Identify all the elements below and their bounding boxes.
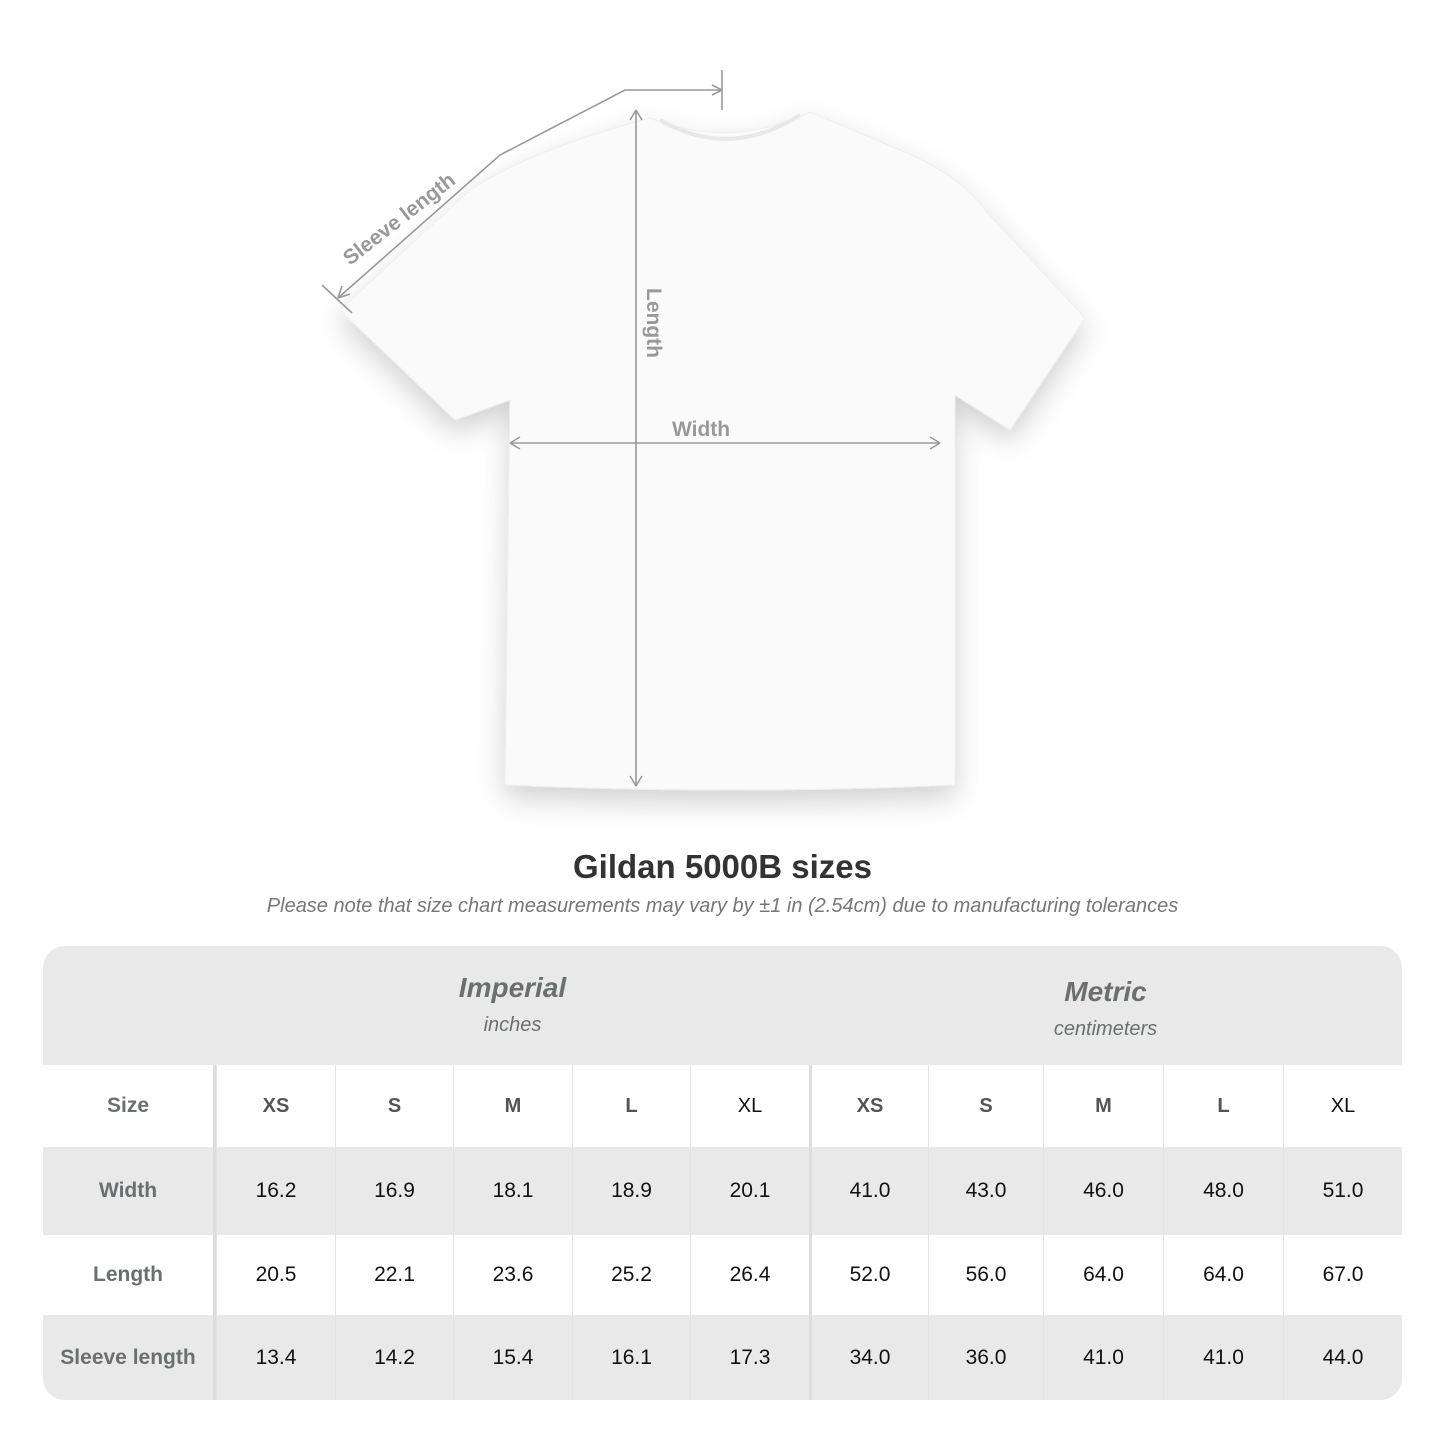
value-cell: 18.9 — [572, 1147, 690, 1235]
row-label: Size — [43, 1065, 216, 1147]
length-label: Length — [642, 288, 665, 358]
size-header-cell: L — [1163, 1065, 1283, 1147]
metric-unit: centimeters — [1053, 1018, 1158, 1040]
value-cell: 16.1 — [572, 1315, 690, 1400]
size-header-cell: XS — [809, 1065, 928, 1147]
size-header-cell: S — [928, 1065, 1043, 1147]
row-label: Sleeve length — [43, 1315, 216, 1400]
value-cell: 52.0 — [809, 1235, 928, 1315]
measure-lines — [321, 70, 941, 787]
value-cell: 14.2 — [335, 1315, 453, 1400]
size-table: Imperial inches Metric centimeters Size X… — [43, 946, 1402, 1400]
tolerance-note: Please note that size chart measurements… — [266, 895, 1179, 917]
size-header-cell: XL — [690, 1065, 809, 1147]
imperial-header: Imperial inches — [216, 946, 809, 1065]
size-header-cell: S — [335, 1065, 453, 1147]
table-row: Width 16.2 16.9 18.1 18.9 20.1 41.0 43.0 46.0 48.… — [43, 1147, 1402, 1235]
value-cell: 51.0 — [1283, 1147, 1402, 1235]
value-cell: 16.2 — [216, 1147, 335, 1235]
table-row: Sleeve length 13.4 14.2 15.4 16.1 17.3 34.0 36.… — [43, 1315, 1402, 1400]
value-cell: 17.3 — [690, 1315, 809, 1400]
value-cell: 15.4 — [453, 1315, 572, 1400]
value-cell: 18.1 — [453, 1147, 572, 1235]
value-cell: 20.5 — [216, 1235, 335, 1315]
value-cell: 34.0 — [809, 1315, 928, 1400]
size-header-cell: XL — [1283, 1065, 1402, 1147]
value-cell: 56.0 — [928, 1235, 1043, 1315]
value-cell: 44.0 — [1283, 1315, 1402, 1400]
size-header-cell: L — [572, 1065, 690, 1147]
value-cell: 64.0 — [1043, 1235, 1163, 1315]
value-cell: 25.2 — [572, 1235, 690, 1315]
value-cell: 36.0 — [928, 1315, 1043, 1400]
table-row: Length 20.5 22.1 23.6 25.2 26.4 52.0 56.0 64.0 64… — [43, 1235, 1402, 1315]
value-cell: 67.0 — [1283, 1235, 1402, 1315]
imperial-label: Imperial — [458, 972, 567, 1003]
value-cell: 48.0 — [1163, 1147, 1283, 1235]
value-cell: 41.0 — [1043, 1315, 1163, 1400]
value-cell: 46.0 — [1043, 1147, 1163, 1235]
metric-header: Metric centimeters — [809, 946, 1402, 1065]
size-header-cell: M — [453, 1065, 572, 1147]
value-cell: 22.1 — [335, 1235, 453, 1315]
value-cell: 13.4 — [216, 1315, 335, 1400]
value-cell: 41.0 — [809, 1147, 928, 1235]
value-cell: 20.1 — [690, 1147, 809, 1235]
value-cell: 16.9 — [335, 1147, 453, 1235]
imperial-unit: inches — [483, 1014, 542, 1036]
value-cell: 43.0 — [928, 1147, 1043, 1235]
row-label: Width — [43, 1147, 216, 1235]
size-header-cell: M — [1043, 1065, 1163, 1147]
tshirt-shape — [339, 111, 1086, 791]
value-cell: 26.4 — [690, 1235, 809, 1315]
value-cell: 64.0 — [1163, 1235, 1283, 1315]
row-label: Length — [43, 1235, 216, 1315]
tshirt-diagram: Sleeve length Length Width — [321, 70, 1086, 791]
page-title: Gildan 5000B sizes — [573, 848, 872, 885]
size-header-cell: XS — [216, 1065, 335, 1147]
size-header-row: Size XS S M L XL XS S M L XL — [43, 1065, 1402, 1147]
value-cell: 23.6 — [453, 1235, 572, 1315]
value-cell: 41.0 — [1163, 1315, 1283, 1400]
metric-label: Metric — [1064, 976, 1147, 1007]
width-label: Width — [672, 418, 730, 441]
